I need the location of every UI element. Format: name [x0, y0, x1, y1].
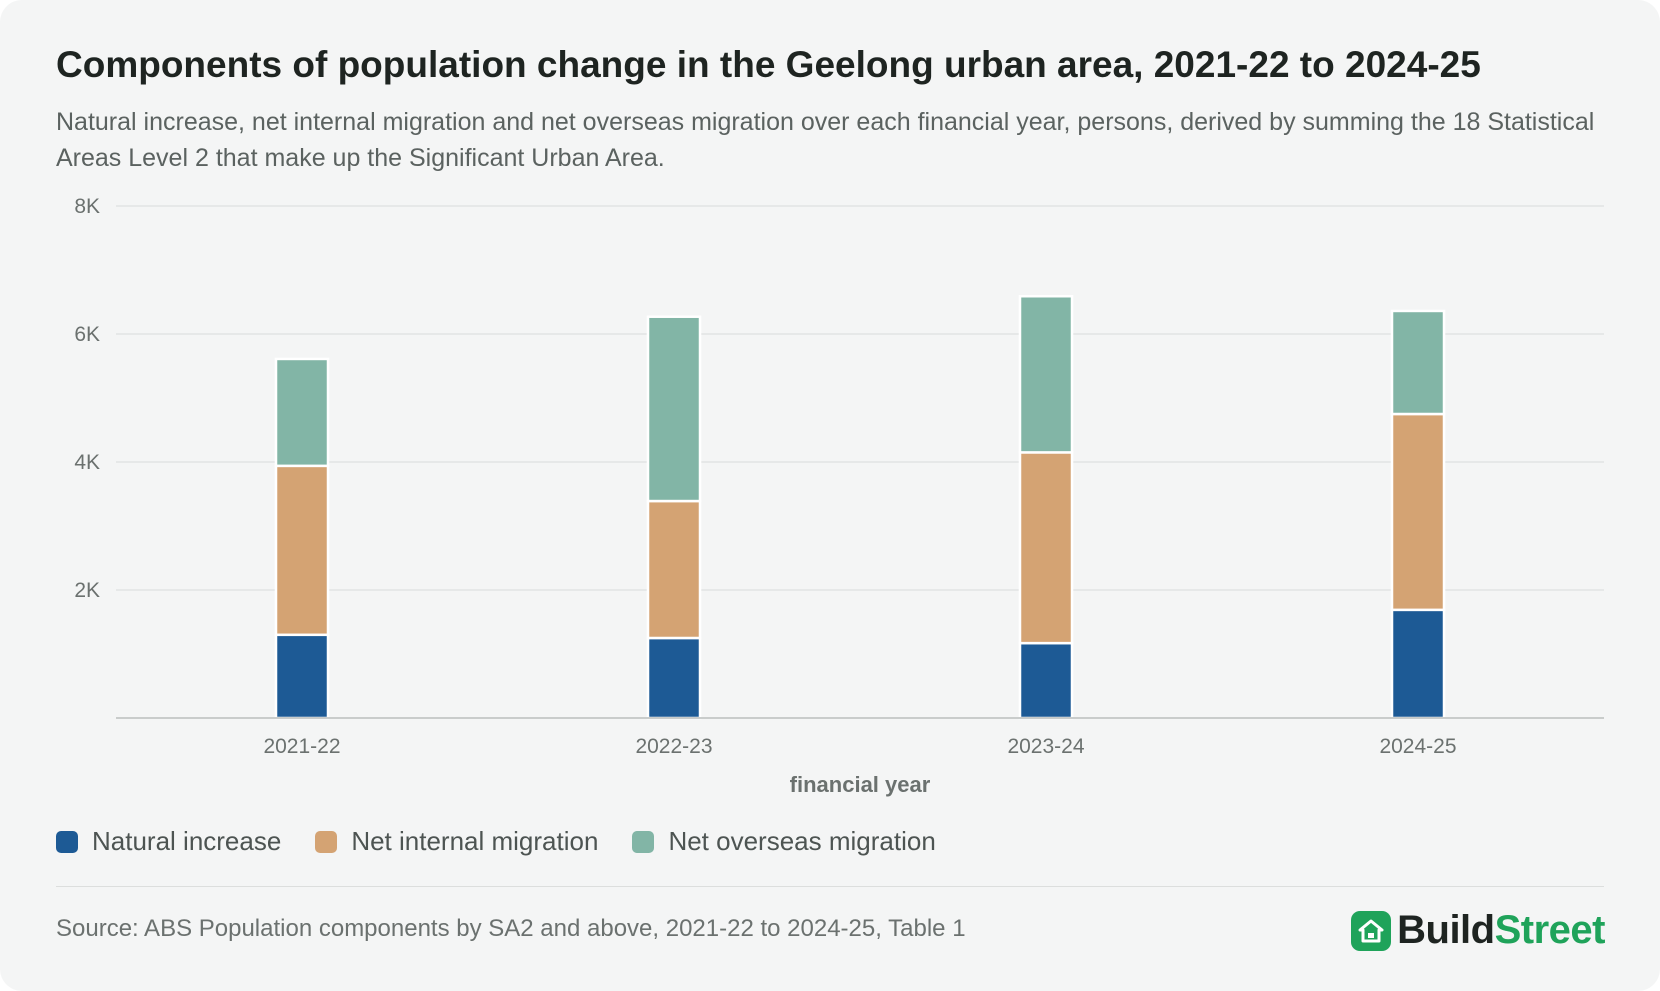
legend-swatch-net-internal-migration	[315, 830, 338, 853]
bar-segment-net-internal-migration-2024-25[interactable]	[1390, 412, 1446, 612]
legend-label-natural-increase: Natural increase	[92, 826, 282, 856]
bar-segment-net-overseas-migration-2021-22[interactable]	[274, 357, 330, 468]
stacked-bar-chart: 2K 4K 6K 8K 2021-22 2022-23 2023-24 2024-25 fina…	[74, 195, 1604, 797]
chart-title: Components of population change in the G…	[56, 44, 1481, 85]
x-axis-title: financial year	[790, 772, 931, 797]
x-tick-label: 2024-25	[1379, 735, 1456, 758]
gridlines	[116, 205, 1604, 591]
source-note: Source: ABS Population components by SA2…	[56, 915, 966, 942]
y-tick-label: 4K	[74, 451, 100, 474]
bar-segment-net-internal-migration-2023-24[interactable]	[1018, 451, 1074, 645]
legend-label-net-internal-migration: Net internal migration	[351, 826, 599, 856]
bar-segment-net-internal-migration-2021-22[interactable]	[274, 464, 330, 637]
legend-label-net-overseas-migration: Net overseas migration	[668, 826, 936, 856]
legend-swatch-natural-increase	[56, 830, 78, 853]
bar-segment-natural-increase-2022-23[interactable]	[646, 636, 702, 720]
chart-subtitle: Natural increase, net internal migration…	[56, 108, 1595, 172]
x-tick-label: 2022-23	[635, 735, 712, 758]
bar-segment-natural-increase-2024-25[interactable]	[1390, 608, 1446, 720]
axes: 2K 4K 6K 8K 2021-22 2022-23 2023-24 2024-25 fina…	[74, 195, 1604, 797]
legend-item-natural-increase[interactable]: Natural increase	[56, 826, 281, 857]
y-tick-label: 8K	[74, 195, 100, 218]
bars	[274, 294, 1446, 720]
bar-segment-net-overseas-migration-2024-25[interactable]	[1390, 309, 1446, 416]
legend-swatch-net-overseas-migration	[632, 830, 655, 853]
bar-segment-net-overseas-migration-2022-23[interactable]	[646, 315, 702, 503]
bar-segment-natural-increase-2021-22[interactable]	[274, 633, 330, 720]
legend-item-net-overseas-migration[interactable]: Net overseas migration	[632, 826, 936, 857]
legend: Natural increase Net internal migration …	[56, 826, 936, 857]
brand-logo[interactable]: BuildStreet	[1351, 908, 1606, 953]
house-icon	[1351, 910, 1392, 951]
bar-segment-natural-increase-2023-24[interactable]	[1018, 641, 1074, 720]
x-tick-label: 2021-22	[263, 735, 340, 758]
brand-name-build: Build	[1397, 908, 1495, 952]
bar-segment-net-overseas-migration-2023-24[interactable]	[1018, 294, 1074, 454]
x-tick-label: 2023-24	[1007, 735, 1084, 758]
bar-segment-net-internal-migration-2022-23[interactable]	[646, 499, 702, 640]
brand-name-street: Street	[1494, 908, 1606, 952]
y-tick-label: 6K	[74, 323, 100, 346]
footer-divider	[56, 886, 1604, 887]
y-tick-label: 2K	[74, 579, 100, 602]
legend-item-net-internal-migration[interactable]: Net internal migration	[315, 826, 598, 857]
